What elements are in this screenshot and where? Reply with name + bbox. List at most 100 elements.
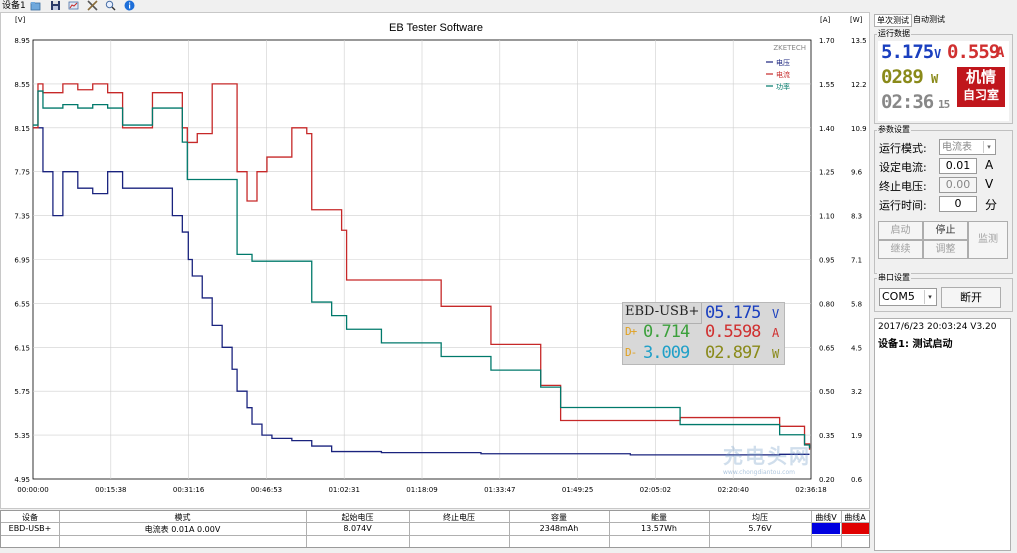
cutoff-voltage-input[interactable]: 0.00 xyxy=(939,177,977,193)
curve-v-swatch[interactable] xyxy=(812,523,840,534)
adjust-button[interactable]: 调整 xyxy=(923,240,968,259)
mid-axis-unit: [A] xyxy=(820,16,831,24)
meter-current-unit: A xyxy=(772,326,779,340)
meter-dminus-label: D- xyxy=(625,346,637,359)
x-tick-label: 01:02:31 xyxy=(328,486,359,494)
y-mid-tick-label: 1.25 xyxy=(819,169,835,177)
y-right-tick-label: 13.5 xyxy=(851,37,867,45)
y-left-tick-label: 6.55 xyxy=(14,300,30,308)
port-select[interactable]: COM5 ▾ xyxy=(879,288,937,306)
cell-mode: 电流表 0.01A 0.00V xyxy=(144,525,221,534)
x-tick-label: 00:46:53 xyxy=(251,486,282,494)
disconnect-button[interactable]: 断开 xyxy=(941,287,1001,308)
y-mid-tick-label: 0.35 xyxy=(819,432,835,440)
meter-current: 0.5598 xyxy=(705,322,761,342)
y-left-tick-label: 5.35 xyxy=(14,432,30,440)
mode-select-value: 电流表 xyxy=(942,142,972,153)
meter-model: EBD-USB+ xyxy=(625,304,700,319)
continue-button[interactable]: 继续 xyxy=(878,240,923,259)
header-mode: 模式 xyxy=(174,513,191,522)
header-energy: 能量 xyxy=(651,513,667,522)
y-left-tick-label: 6.15 xyxy=(14,344,30,352)
cell-device: EBD-USB+ xyxy=(8,524,52,533)
log-line-timestamp: 2017/6/23 20:03:24 V3.20 xyxy=(878,322,997,332)
y-mid-tick-label: 0.65 xyxy=(819,344,835,352)
x-tick-label: 02:05:02 xyxy=(640,486,671,494)
y-mid-tick-label: 0.95 xyxy=(819,257,835,265)
run-time-input[interactable]: 0 xyxy=(939,196,977,212)
tab-auto-test[interactable]: 自动测试 xyxy=(913,15,945,24)
logo-line1: 机情 xyxy=(965,68,996,86)
y-mid-tick-label: 1.40 xyxy=(819,125,835,133)
save-icon[interactable] xyxy=(50,0,61,11)
mode-select[interactable]: 电流表 ▾ xyxy=(939,139,996,155)
header-start-voltage: 起始电压 xyxy=(341,513,374,522)
x-tick-label: 00:15:38 xyxy=(95,486,126,494)
header-curve-v: 曲线V xyxy=(815,513,837,522)
chevron-down-icon: ▾ xyxy=(983,141,994,153)
tab-single-test[interactable]: 单次测试 xyxy=(874,14,912,27)
y-left-tick-label: 7.75 xyxy=(14,169,30,177)
set-current-input[interactable]: 0.01 xyxy=(939,158,977,174)
x-tick-label: 01:49:25 xyxy=(562,486,593,494)
voltage-unit: V xyxy=(934,47,941,61)
current-unit: A xyxy=(996,45,1005,61)
stop-button[interactable]: 停止 xyxy=(923,221,968,240)
y-left-tick-label: 7.35 xyxy=(14,213,30,221)
y-right-tick-label: 3.2 xyxy=(851,388,862,396)
series-line-电流 xyxy=(33,83,811,450)
chart-title: EB Tester Software xyxy=(389,22,483,34)
folder-icon[interactable] xyxy=(30,0,41,11)
current-readout: 0.559 xyxy=(947,41,1000,63)
brand-label: ZKETECH xyxy=(773,44,806,52)
info-icon[interactable] xyxy=(124,0,135,11)
log-panel: 2017/6/23 20:03:24 V3.20 设备1: 测试启动 xyxy=(874,318,1011,551)
meter-dplus-label: D+ xyxy=(625,325,637,338)
left-axis-unit: [V] xyxy=(15,16,26,24)
legend-label: 电流 xyxy=(776,70,790,79)
cell-avg-voltage: 5.76V xyxy=(748,524,772,533)
y-mid-tick-label: 0.20 xyxy=(819,476,835,484)
series-line-电压 xyxy=(33,127,810,456)
y-left-tick-label: 6.95 xyxy=(14,257,30,265)
set-current-label: 设定电流: xyxy=(879,161,927,174)
serial-group: 串口设置 COM5 ▾ 断开 xyxy=(874,272,1013,312)
running-data-group: 运行数据 5.175 V 0.559 A 0289 W 02:36 15 机情 … xyxy=(874,28,1013,124)
voltage-readout: 5.175 xyxy=(881,41,934,63)
time-seconds: 15 xyxy=(938,98,950,111)
y-right-tick-label: 9.6 xyxy=(851,169,863,177)
y-mid-tick-label: 1.70 xyxy=(819,37,835,45)
header-end-voltage: 终止电压 xyxy=(443,513,475,522)
header-capacity: 容量 xyxy=(551,513,567,522)
meter-voltage-unit: V xyxy=(772,307,779,321)
x-tick-label: 02:36:18 xyxy=(795,486,826,494)
monitor-button[interactable]: 监测 xyxy=(968,221,1008,259)
device-meter-overlay: EBD-USB+ 05.175 V D+ 0.714 0.5598 A D- 3… xyxy=(622,302,785,365)
running-data-title: 运行数据 xyxy=(877,28,911,39)
serial-title: 串口设置 xyxy=(877,272,911,283)
y-left-tick-label: 8.55 xyxy=(14,81,30,89)
header-device: 设备 xyxy=(22,513,38,522)
cell-capacity: 2348mAh xyxy=(539,524,579,533)
legend-label: 功率 xyxy=(776,82,790,91)
curve-a-swatch[interactable] xyxy=(842,523,869,534)
right-panel: 单次测试 自动测试 运行数据 5.175 V 0.559 A 0289 W 02… xyxy=(872,12,1017,553)
tools-icon[interactable] xyxy=(87,0,98,11)
power-readout: 0289 xyxy=(881,66,924,88)
x-tick-label: 00:00:00 xyxy=(17,486,48,494)
watermark: 充电头网 www.chongdiantou.com xyxy=(723,440,811,476)
y-mid-tick-label: 0.50 xyxy=(819,388,835,396)
watermark-url: www.chongdiantou.com xyxy=(723,469,795,476)
time-readout: 02:36 xyxy=(881,91,934,113)
meter-dminus: 3.009 xyxy=(643,343,690,363)
start-button[interactable]: 启动 xyxy=(878,221,923,240)
chevron-down-icon: ▾ xyxy=(924,290,935,304)
y-right-tick-label: 8.3 xyxy=(851,213,862,221)
params-group: 参数设置 运行模式: 电流表 ▾ 设定电流: 0.01 A 终止电压: 0.00… xyxy=(874,124,1013,274)
chart-icon[interactable] xyxy=(68,0,79,11)
zoom-icon[interactable] xyxy=(105,0,116,11)
device-tab[interactable]: 设备1 xyxy=(2,1,26,11)
y-left-tick-label: 8.95 xyxy=(14,37,30,45)
mode-label: 运行模式: xyxy=(879,142,927,155)
watermark-text: 充电头网 xyxy=(723,444,811,468)
